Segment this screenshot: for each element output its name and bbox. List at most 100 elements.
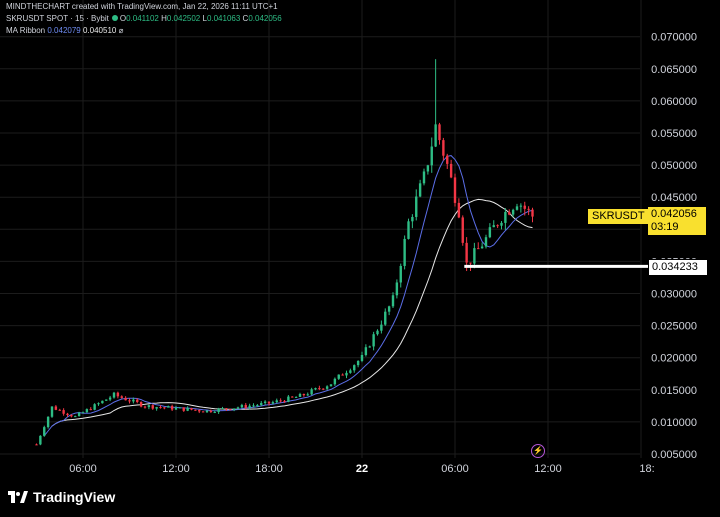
candle-body	[159, 407, 162, 409]
candle-body	[310, 389, 313, 395]
candle-body	[174, 407, 178, 410]
candle-body	[271, 402, 275, 404]
indicator-legend[interactable]: MA Ribbon 0.042079 0.040510 ⌀	[6, 26, 123, 35]
candle-body	[116, 392, 120, 397]
candle-body	[449, 163, 453, 178]
candle-body	[434, 124, 437, 147]
candle-body	[291, 396, 294, 398]
time-tick-label: 12:00	[162, 463, 190, 475]
chart-grid	[0, 0, 642, 458]
candle-body	[252, 405, 255, 407]
attribution-text: MINDTHECHART created with TradingView.co…	[6, 2, 278, 11]
ma-slow-path	[51, 198, 533, 427]
candle-body	[267, 401, 271, 404]
candle-body	[105, 399, 108, 401]
candle-body	[484, 237, 488, 247]
price-axis[interactable]: 0.070000 0.065000 0.060000 0.055000 0.050000…	[651, 32, 697, 461]
candle-body	[77, 412, 81, 417]
candle-body	[356, 360, 360, 366]
candle-body	[511, 209, 515, 215]
open-label: O	[119, 14, 127, 23]
candle-body	[461, 217, 464, 243]
tradingview-logo-icon	[8, 491, 28, 503]
candle-body	[287, 396, 290, 402]
symbol-line: SKRUSDT SPOT · 15 · Bybit	[6, 14, 109, 23]
candle-body	[54, 406, 58, 410]
candle-body	[132, 399, 135, 402]
candle-body	[256, 405, 259, 407]
candle-body	[477, 248, 480, 250]
candle-body	[97, 403, 100, 405]
close-label: C	[242, 14, 249, 23]
time-tick-label: 22	[356, 463, 368, 475]
candle-body	[325, 386, 329, 389]
candle-body	[120, 396, 123, 398]
candle-body	[279, 400, 282, 402]
price-tick-label: 0.055000	[651, 128, 697, 140]
candle-body	[380, 324, 383, 331]
candle-body	[213, 412, 216, 414]
candle-body	[178, 407, 182, 409]
candle-body	[43, 427, 46, 436]
candle-body	[198, 410, 201, 412]
candle-body	[395, 282, 399, 296]
candle-body	[263, 401, 267, 403]
candle-body	[85, 409, 89, 413]
candle-body	[519, 205, 523, 207]
candle-body	[260, 402, 263, 406]
candle-body	[209, 410, 213, 413]
candle-body	[124, 397, 127, 401]
candle-body	[515, 206, 519, 210]
lightning-icon[interactable]: ⚡	[531, 444, 545, 458]
candle-body	[66, 413, 69, 416]
ma-fast-value: 0.042079	[47, 26, 81, 35]
candle-body	[147, 405, 151, 408]
candle-body	[446, 155, 449, 164]
candlestick-series	[35, 59, 534, 446]
candle-body	[58, 409, 61, 411]
candle-body	[108, 397, 112, 400]
close-value: 0.042056	[248, 14, 282, 23]
candle-body	[217, 408, 220, 413]
brand-name: TradingView	[33, 489, 116, 505]
candle-body	[128, 400, 131, 402]
candle-body	[298, 393, 302, 397]
candle-body	[93, 404, 96, 410]
candle-body	[422, 171, 426, 184]
candle-body	[62, 410, 65, 414]
candle-body	[101, 400, 104, 404]
price-tick-label: 0.010000	[651, 417, 697, 429]
candle-body	[469, 262, 472, 264]
candle-body	[337, 374, 340, 379]
symbol-legend[interactable]: SKRUSDT SPOT · 15 · Bybit O0.041102 H0.04…	[6, 14, 282, 23]
candle-body	[248, 405, 251, 408]
candle-body	[360, 355, 364, 361]
price-tick-label: 0.025000	[651, 321, 697, 333]
candle-body	[415, 196, 418, 217]
candle-body	[89, 409, 92, 411]
low-value: 0.041063	[206, 14, 241, 23]
candle-body	[74, 416, 77, 418]
price-tick-label: 0.030000	[651, 289, 697, 301]
candle-body	[143, 406, 147, 408]
price-tick-label: 0.070000	[651, 32, 697, 44]
attribution: MINDTHECHART created with TradingView.co…	[6, 2, 278, 11]
candle-body	[399, 265, 402, 283]
candle-body	[201, 411, 205, 413]
candle-body	[139, 402, 143, 407]
candle-body	[229, 409, 232, 411]
time-axis[interactable]: 06:00 12:00 18:00 22 06:00 12:00 18:	[69, 463, 654, 475]
candle-body	[35, 444, 38, 446]
candle-body	[426, 165, 430, 172]
bar-countdown: 03:19	[651, 221, 679, 233]
price-tick-label: 0.065000	[651, 64, 697, 76]
candle-body	[442, 140, 445, 156]
candle-body	[283, 400, 286, 402]
candle-body	[345, 372, 348, 376]
candle-body	[240, 404, 244, 408]
symbol-tag: SKRUSDT	[588, 209, 649, 224]
candle-body	[465, 242, 468, 263]
candle-body	[391, 295, 395, 307]
tradingview-logo[interactable]: TradingView	[8, 489, 115, 505]
